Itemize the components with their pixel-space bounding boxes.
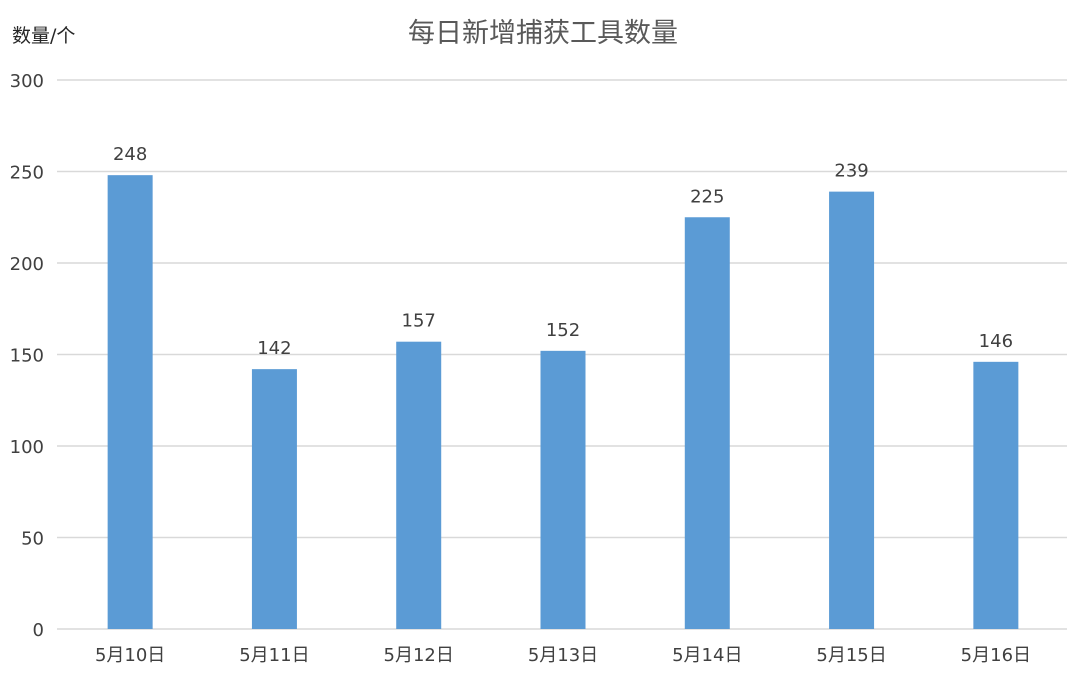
y-tick-label: 200 [10,254,44,275]
y-tick-label: 150 [10,346,44,367]
data-label: 248 [113,144,147,165]
chart-title: 每日新增捕获工具数量 [408,18,678,49]
data-label: 152 [546,320,580,341]
x-tick-label: 5月10日 [95,645,165,666]
y-tick-label: 100 [10,437,44,458]
bar [973,361,1019,629]
x-tick-label: 5月16日 [961,645,1031,666]
x-tick-label: 5月13日 [528,645,598,666]
bar [829,191,875,629]
x-tick-label: 5月15日 [816,645,886,666]
x-tick-label: 5月12日 [384,645,454,666]
data-label: 239 [834,161,868,182]
y-axis-label: 数量/个 [12,25,75,47]
bar [684,217,730,629]
y-tick-label: 0 [33,620,44,641]
y-tick-label: 300 [10,71,44,92]
data-label: 157 [402,311,436,332]
bar [107,175,153,629]
bar [251,369,297,629]
data-label: 146 [979,331,1013,352]
x-tick-label: 5月14日 [672,645,742,666]
data-label: 225 [690,186,724,207]
bar [396,341,442,629]
data-label: 142 [257,338,291,359]
y-tick-label: 50 [21,529,44,550]
x-tick-label: 5月11日 [239,645,309,666]
bar [540,350,586,629]
y-tick-label: 250 [10,163,44,184]
